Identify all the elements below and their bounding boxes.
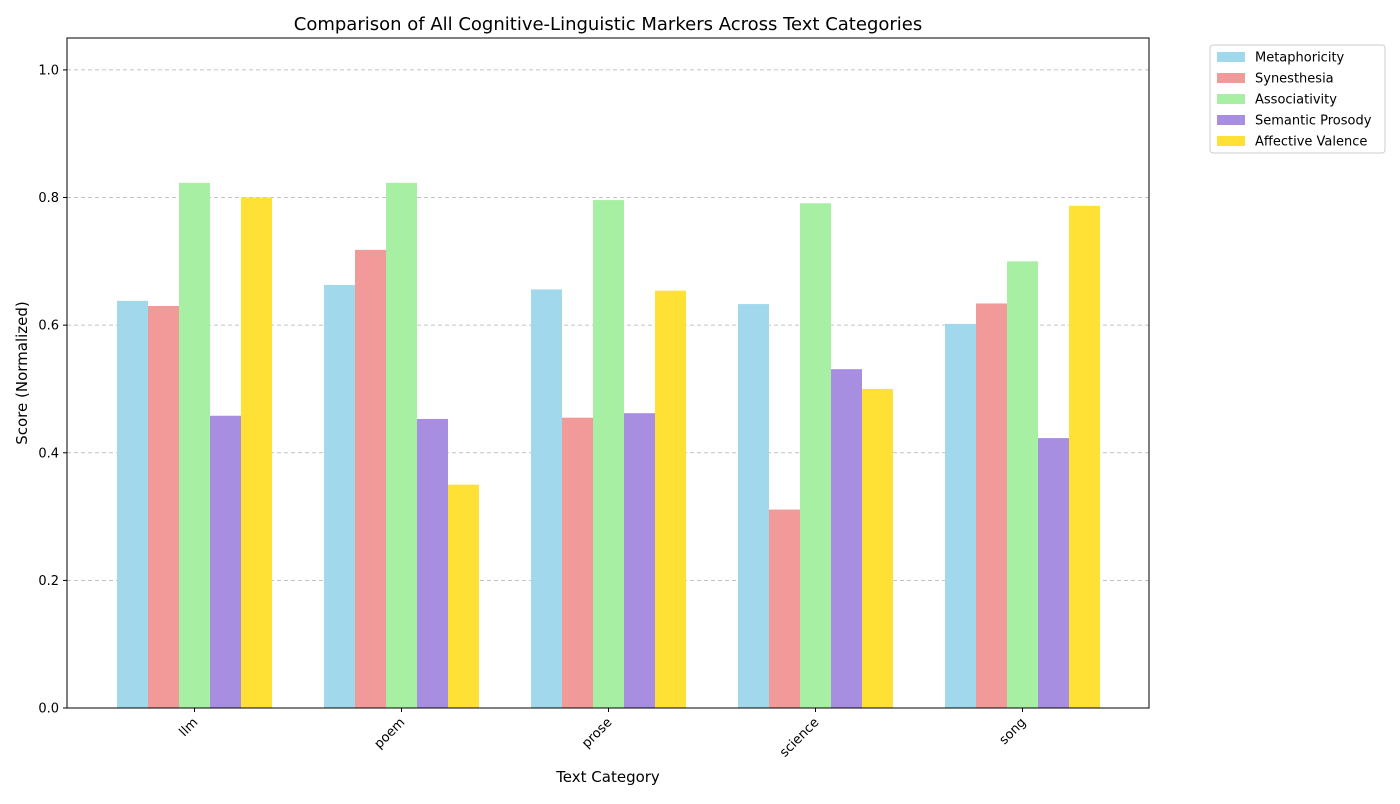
- legend-label: Affective Valence: [1255, 135, 1367, 150]
- bar-llm-affective-valence: [241, 197, 272, 708]
- bar-poem-associativity: [386, 182, 417, 708]
- y-tick-label: 0.8: [38, 191, 59, 206]
- y-tick-label: 0.4: [38, 446, 59, 461]
- bar-song-semantic-prosody: [1038, 438, 1069, 708]
- legend-swatch: [1217, 52, 1245, 62]
- legend-label: Synesthesia: [1255, 72, 1334, 87]
- bar-science-synesthesia: [769, 509, 800, 708]
- legend-swatch: [1217, 115, 1245, 125]
- chart-title: Comparison of All Cognitive-Linguistic M…: [294, 14, 922, 35]
- y-tick-label: 0.2: [38, 574, 59, 589]
- legend: Metaphoricity Synesthesia Associativity Sem…: [1209, 44, 1386, 154]
- y-axis-label: Score (Normalized): [13, 301, 31, 445]
- legend-swatch: [1217, 73, 1245, 83]
- bar-poem-affective-valence: [448, 484, 479, 708]
- bar-llm-associativity: [179, 182, 210, 708]
- y-tick-label: 0.6: [38, 319, 59, 334]
- bar-science-affective-valence: [862, 388, 893, 708]
- bar-song-synesthesia: [976, 303, 1007, 708]
- bar-prose-metaphoricity: [531, 289, 562, 708]
- legend-swatch: [1217, 94, 1245, 104]
- bar-poem-metaphoricity: [324, 284, 355, 708]
- bar-poem-semantic-prosody: [417, 418, 448, 708]
- bar-science-semantic-prosody: [831, 369, 862, 708]
- x-axis-label: Text Category: [555, 768, 660, 786]
- bar-llm-synesthesia: [148, 306, 179, 708]
- y-tick-label: 1.0: [38, 63, 59, 78]
- bar-llm-metaphoricity: [117, 300, 148, 708]
- bar-prose-semantic-prosody: [624, 413, 655, 708]
- bar-science-associativity: [800, 203, 831, 708]
- bar-llm-semantic-prosody: [210, 415, 241, 708]
- bars-layer: [117, 182, 1100, 709]
- legend-swatch: [1217, 136, 1245, 146]
- legend-label: Metaphoricity: [1255, 51, 1345, 66]
- bar-song-affective-valence: [1069, 205, 1100, 709]
- bar-prose-affective-valence: [655, 290, 686, 708]
- bar-song-associativity: [1007, 261, 1038, 708]
- legend-label: Associativity: [1255, 93, 1337, 108]
- bar-science-metaphoricity: [738, 304, 769, 708]
- bar-prose-synesthesia: [562, 417, 593, 708]
- bar-poem-synesthesia: [355, 249, 386, 708]
- legend-box: [1209, 44, 1386, 154]
- y-tick-label: 0.0: [38, 702, 59, 717]
- legend-label: Semantic Prosody: [1255, 114, 1372, 129]
- bar-song-metaphoricity: [945, 323, 976, 708]
- bar-prose-associativity: [593, 200, 624, 709]
